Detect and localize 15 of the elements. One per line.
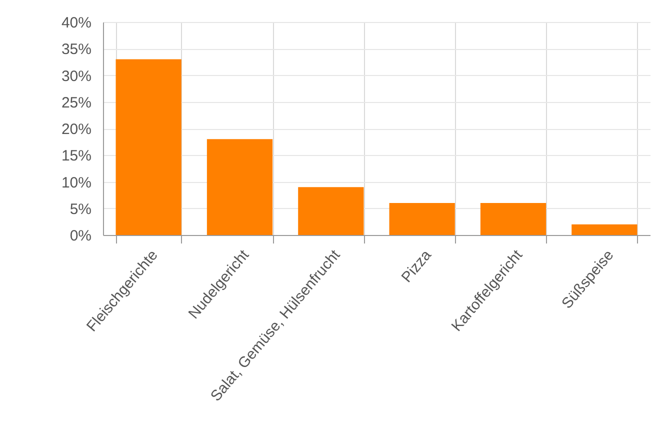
y-tick-label: 5%: [70, 200, 92, 218]
bar: [572, 224, 638, 235]
y-tick-label: 35%: [61, 41, 92, 58]
bar: [206, 139, 273, 235]
bar: [298, 187, 364, 235]
bar: [389, 203, 455, 235]
y-tick-label: 30%: [61, 68, 92, 85]
y-tick-label: 10%: [61, 174, 92, 192]
y-tick-label: 25%: [61, 94, 92, 112]
bar: [480, 203, 546, 235]
y-tick-label: 40%: [61, 14, 92, 32]
y-tick-label: 0%: [70, 228, 92, 244]
y-tick-label: 15%: [61, 148, 92, 165]
y-tick-label: 20%: [61, 121, 92, 138]
bar: [116, 59, 182, 235]
